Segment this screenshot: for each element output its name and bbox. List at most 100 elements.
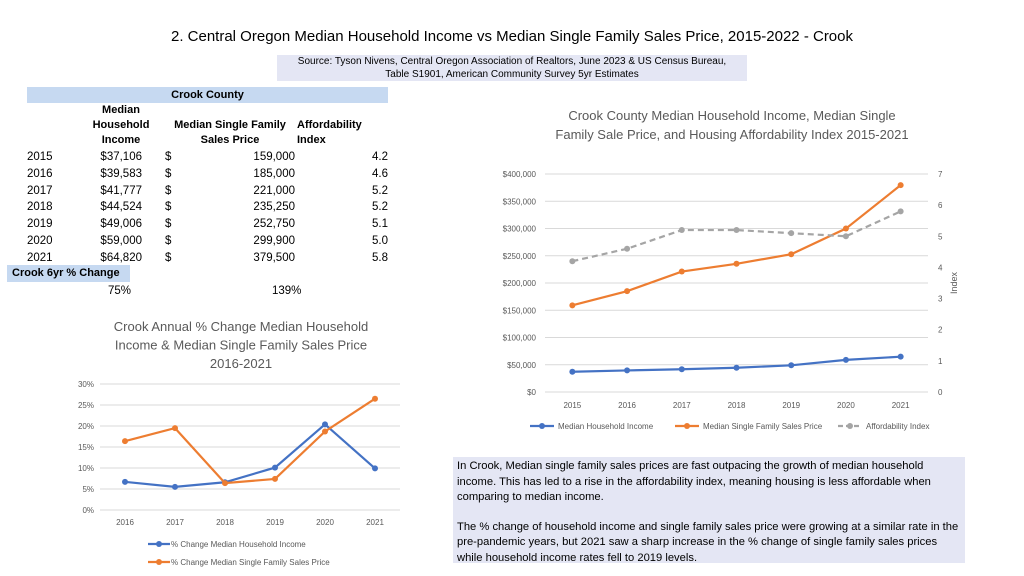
chart-title-line: Family Sale Price, and Housing Affordabi… xyxy=(555,127,908,142)
y-left-tick-label: $250,000 xyxy=(503,252,537,261)
commentary-paragraph-1: In Crook, Median single family sales pri… xyxy=(457,460,931,503)
x-tick-label: 2015 xyxy=(563,401,581,410)
x-tick-label: 2021 xyxy=(892,401,910,410)
data-point xyxy=(897,208,904,215)
data-point xyxy=(372,465,378,472)
data-point xyxy=(624,288,631,295)
income-change-value: 75% xyxy=(108,285,132,297)
cell-price: 252,750 xyxy=(253,218,295,231)
y-right-tick-label: 3 xyxy=(938,295,943,304)
y-left-tick-label: $150,000 xyxy=(503,306,537,315)
x-tick-label: 2021 xyxy=(366,518,384,527)
cell-price: 221,000 xyxy=(253,184,295,197)
cell-income: $37,106 xyxy=(100,151,142,163)
cell-year: 2016 xyxy=(27,167,53,180)
data-point xyxy=(842,233,849,240)
cell-cur: $ xyxy=(165,251,172,264)
y-right-tick-label: 5 xyxy=(938,232,943,241)
cell-year: 2019 xyxy=(27,218,53,231)
y-tick-label: 25% xyxy=(78,401,94,410)
y-left-tick-label: $0 xyxy=(527,388,536,397)
legend-marker xyxy=(847,423,853,429)
data-point xyxy=(842,356,849,363)
source-note: Source: Tyson Nivens, Central Oregon Ass… xyxy=(277,55,747,81)
y-tick-label: 10% xyxy=(78,464,94,473)
cell-year: 2020 xyxy=(27,235,53,247)
income-price-index-chart: Crook County Median Household Income, Me… xyxy=(503,108,959,431)
series-line-income-change xyxy=(124,422,376,489)
index-header-line-1: Affordability xyxy=(297,119,362,131)
series-line-price xyxy=(572,184,902,307)
source-line-1: Source: Tyson Nivens, Central Oregon Ass… xyxy=(297,56,727,67)
data-point xyxy=(272,464,278,471)
table-row: 2020 $59,000 $299,900 5.0 xyxy=(0,233,400,250)
legend-label: Median Single Family Sales Price xyxy=(703,422,823,431)
y-left-tick-label: $350,000 xyxy=(503,197,537,206)
data-point xyxy=(678,268,685,275)
cell-income: $49,006 xyxy=(100,218,142,231)
y-left-tick-label: $50,000 xyxy=(507,361,536,370)
cell-cur: $ xyxy=(165,201,172,214)
data-point xyxy=(897,182,904,189)
x-tick-label: 2018 xyxy=(728,401,746,410)
y-tick-label: 15% xyxy=(78,443,94,452)
y-left-tick-label: $100,000 xyxy=(503,334,537,343)
data-point xyxy=(222,480,228,487)
data-point xyxy=(678,366,685,373)
legend-label: % Change Median Household Income xyxy=(171,540,306,549)
y-right-tick-label: 6 xyxy=(938,201,943,210)
data-point xyxy=(569,368,576,375)
cell-cur: $ xyxy=(165,151,172,163)
cell-cur: $ xyxy=(165,184,172,197)
legend-marker xyxy=(156,559,162,565)
cell-index: 5.2 xyxy=(372,184,388,197)
county-header: Crook County xyxy=(27,87,388,103)
y-left-tick-label: $200,000 xyxy=(503,279,537,288)
data-point xyxy=(372,395,378,402)
cell-index: 5.2 xyxy=(372,201,388,214)
y-tick-label: 0% xyxy=(82,506,94,515)
cell-index: 4.6 xyxy=(372,167,388,180)
legend-label: % Change Median Single Family Sales Pric… xyxy=(171,558,330,567)
cell-index: 4.2 xyxy=(372,151,388,163)
x-tick-label: 2017 xyxy=(673,401,691,410)
cell-index: 5.1 xyxy=(372,218,388,231)
data-point xyxy=(322,421,328,428)
data-point xyxy=(678,227,685,234)
legend-label: Affordability Index xyxy=(866,422,929,431)
chart-title-line: 2016-2021 xyxy=(210,356,272,371)
price-change-value: 139% xyxy=(272,285,302,297)
cell-index: 5.8 xyxy=(372,251,388,264)
table-row: 2021 $64,820 $379,500 5.8 xyxy=(0,250,400,267)
data-point xyxy=(842,225,849,232)
cell-price: 185,000 xyxy=(253,167,295,180)
data-point xyxy=(122,478,128,485)
chart-title-line: Crook Annual % Change Median Household xyxy=(114,319,368,334)
legend-marker xyxy=(156,541,162,547)
x-tick-label: 2018 xyxy=(216,518,234,527)
table-row: 2017 $41,777 $221,000 5.2 xyxy=(0,183,400,200)
y-right-tick-label: 1 xyxy=(938,357,943,366)
price-header-line-2: Sales Price xyxy=(200,134,260,146)
y-left-tick-label: $400,000 xyxy=(503,170,537,179)
x-tick-label: 2020 xyxy=(837,401,855,410)
series-line-index xyxy=(572,210,902,263)
data-point xyxy=(272,475,278,482)
data-point xyxy=(733,364,740,371)
cell-price: 159,000 xyxy=(253,151,295,163)
table-row: 2018 $44,524 $235,250 5.2 xyxy=(0,199,400,216)
data-point xyxy=(569,258,576,265)
data-point xyxy=(897,353,904,360)
data-point xyxy=(122,438,128,445)
data-point xyxy=(733,227,740,234)
y-right-tick-label: 0 xyxy=(938,388,943,397)
cell-year: 2017 xyxy=(27,184,53,197)
data-point xyxy=(322,428,328,435)
y-tick-label: 30% xyxy=(78,380,94,389)
cell-income: $41,777 xyxy=(100,184,142,197)
x-tick-label: 2016 xyxy=(116,518,134,527)
y-right-tick-label: 2 xyxy=(938,326,943,335)
table-row: 2019 $49,006 $252,750 5.1 xyxy=(0,216,400,233)
price-column-header: Median Single Family Sales Price xyxy=(168,118,292,148)
data-point xyxy=(788,251,795,258)
